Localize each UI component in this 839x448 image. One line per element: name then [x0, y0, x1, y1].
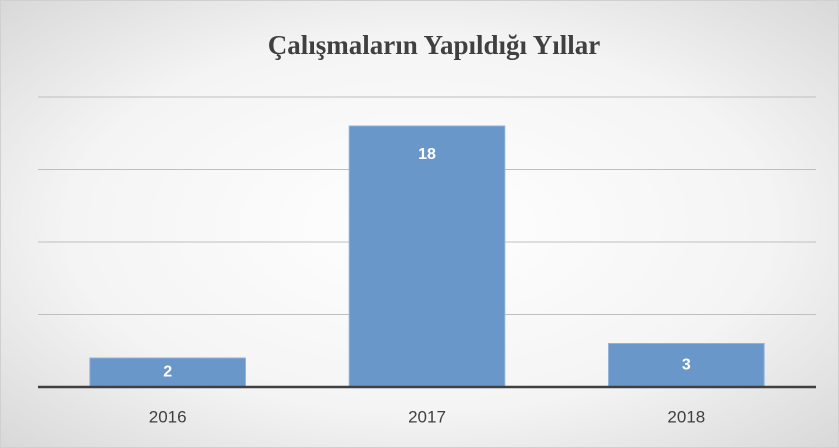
x-tick-label: 2017 — [408, 407, 446, 426]
x-tick-label: 2018 — [667, 407, 705, 426]
data-label: 3 — [682, 356, 691, 373]
chart-title: Çalışmaların Yapıldığı Yıllar — [268, 30, 601, 60]
data-label: 18 — [418, 146, 436, 163]
bar — [608, 343, 765, 388]
x-tick-label: 2016 — [149, 407, 187, 426]
bar — [348, 125, 506, 388]
data-label: 2 — [163, 364, 172, 381]
